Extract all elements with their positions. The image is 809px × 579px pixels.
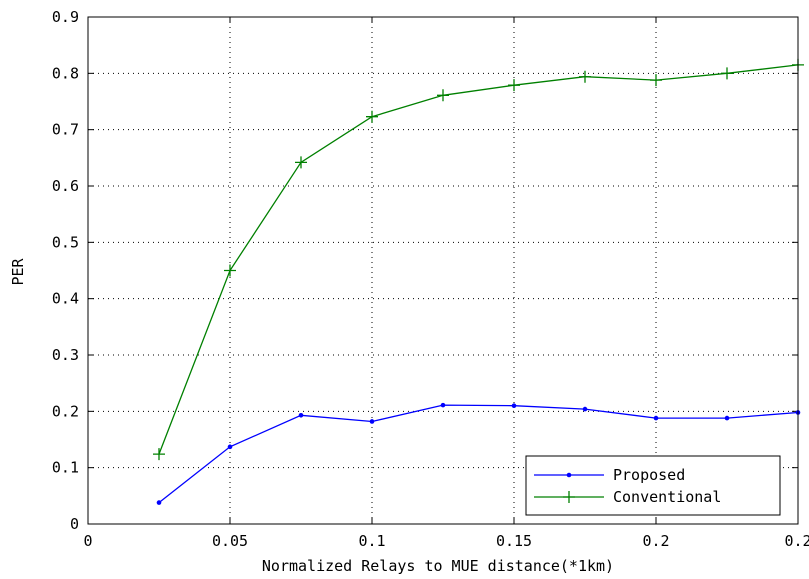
legend: Proposed Conventional: [525, 455, 781, 516]
y-tick-label: 0.1: [52, 459, 79, 477]
data-point-conventional: [437, 89, 449, 102]
legend-label-conventional: Conventional: [613, 488, 721, 506]
data-point-proposed: [369, 419, 375, 424]
y-tick-label: 0.6: [52, 177, 79, 195]
plot-frame: [87, 16, 799, 525]
data-point-proposed: [582, 406, 588, 412]
data-point-conventional: [224, 264, 236, 277]
legend-marker-conventional: [563, 491, 575, 503]
y-tick-label: 0.8: [52, 64, 79, 82]
data-point-proposed: [724, 415, 730, 421]
series-conventional: [153, 58, 804, 461]
data-point-proposed: [298, 412, 304, 418]
y-axis-title: PER: [9, 257, 27, 285]
data-point-proposed: [227, 444, 233, 450]
data-point-proposed: [511, 403, 517, 409]
data-point-proposed: [653, 415, 659, 421]
y-tick-label: 0.2: [52, 402, 79, 420]
y-tick-label: 0.5: [52, 233, 79, 251]
data-point-conventional: [153, 448, 165, 461]
x-axis-title: Normalized Relays to MUE distance(*1km): [262, 557, 614, 575]
x-tick-labels: 0 0.05 0.1 0.15 0.2 0.2: [83, 532, 809, 550]
legend-box: [525, 455, 781, 516]
y-tick-label: 0.9: [52, 8, 79, 26]
data-point-conventional: [721, 67, 733, 80]
y-tick-label: 0.7: [52, 121, 79, 139]
series-layer: [153, 58, 804, 505]
data-point-conventional: [366, 110, 378, 123]
x-tick-label: 0.05: [212, 532, 248, 550]
data-point-conventional: [295, 156, 307, 169]
y-tick-labels: 0 0.1 0.2 0.3 0.4 0.5 0.6 0.7 0.8 0.9: [52, 8, 79, 533]
data-point-proposed: [156, 500, 162, 505]
y-tick-label: 0: [70, 515, 79, 533]
legend-marker-proposed: [566, 472, 572, 478]
x-tick-label: 0: [83, 532, 92, 550]
x-tick-label: 0.1: [358, 532, 385, 550]
y-tick-label: 0.3: [52, 346, 79, 364]
x-tick-label: 0.2: [642, 532, 669, 550]
series-line-proposed: [158, 404, 799, 504]
data-point-conventional: [508, 79, 520, 92]
data-point-proposed: [440, 402, 446, 408]
data-point-conventional: [579, 70, 591, 83]
data-point-conventional: [650, 74, 662, 87]
grid-lines: [88, 17, 798, 524]
series-proposed: [156, 402, 801, 505]
plot-area: [88, 17, 798, 524]
x-tick-label: 0.2: [784, 532, 809, 550]
x-tick-label: 0.15: [496, 532, 532, 550]
y-tick-label: 0.4: [52, 290, 79, 308]
series-line-conventional: [158, 64, 799, 455]
legend-label-proposed: Proposed: [613, 466, 685, 484]
